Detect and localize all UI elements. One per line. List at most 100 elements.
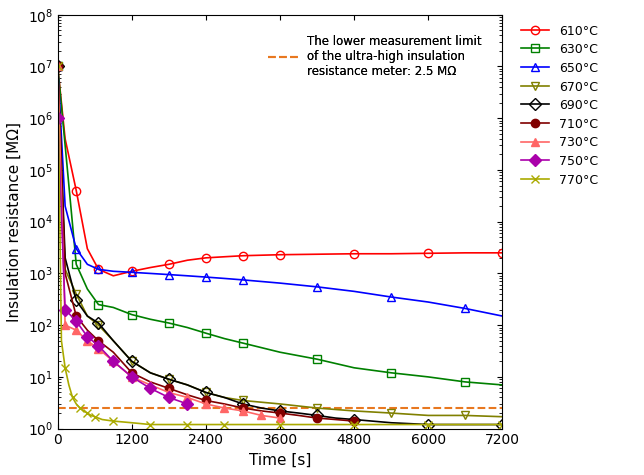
610°C <box>165 261 173 267</box>
710°C <box>295 413 303 418</box>
Line: 650°C: 650°C <box>53 62 506 320</box>
610°C <box>184 257 191 263</box>
730°C <box>165 390 173 395</box>
Line: 710°C: 710°C <box>53 62 358 425</box>
690°C <box>461 422 469 428</box>
770°C <box>313 422 321 428</box>
650°C <box>276 280 284 286</box>
650°C <box>128 269 136 275</box>
710°C <box>165 386 173 391</box>
750°C <box>146 386 154 391</box>
690°C <box>276 408 284 414</box>
670°C <box>95 323 102 328</box>
650°C <box>387 294 395 300</box>
650°C <box>84 261 91 267</box>
710°C <box>72 313 80 319</box>
730°C <box>128 374 136 380</box>
630°C <box>61 142 69 148</box>
Line: 670°C: 670°C <box>53 62 506 421</box>
610°C <box>424 250 432 256</box>
670°C <box>202 390 210 395</box>
670°C <box>184 382 191 388</box>
710°C <box>61 271 69 276</box>
770°C <box>202 422 210 428</box>
Legend: The lower measurement limit
of the ultra-high insulation
resistance meter: 2.5 M: The lower measurement limit of the ultra… <box>262 29 488 84</box>
750°C <box>165 395 173 400</box>
630°C <box>109 304 117 310</box>
670°C <box>424 413 432 418</box>
630°C <box>146 316 154 322</box>
670°C <box>128 359 136 364</box>
750°C <box>61 307 69 313</box>
690°C <box>332 415 339 421</box>
770°C <box>84 410 91 416</box>
770°C <box>276 422 284 428</box>
770°C <box>99 417 106 422</box>
650°C <box>54 64 62 69</box>
610°C <box>146 265 154 270</box>
690°C <box>84 313 91 319</box>
710°C <box>276 410 284 416</box>
690°C <box>350 417 358 422</box>
770°C <box>61 365 69 370</box>
610°C <box>276 252 284 257</box>
730°C <box>109 359 117 364</box>
690°C <box>387 420 395 426</box>
770°C <box>146 422 154 428</box>
770°C <box>424 422 432 428</box>
750°C <box>72 318 80 324</box>
650°C <box>350 288 358 294</box>
650°C <box>202 274 210 280</box>
690°C <box>184 382 191 388</box>
770°C <box>165 422 173 428</box>
710°C <box>95 338 102 343</box>
710°C <box>313 415 321 421</box>
730°C <box>84 338 91 343</box>
650°C <box>165 272 173 277</box>
690°C <box>258 405 265 411</box>
Line: 750°C: 750°C <box>53 114 191 408</box>
630°C <box>128 312 136 317</box>
670°C <box>61 266 69 272</box>
710°C <box>84 327 91 333</box>
670°C <box>72 291 80 297</box>
630°C <box>95 302 102 307</box>
670°C <box>461 413 469 418</box>
690°C <box>54 64 62 69</box>
670°C <box>165 376 173 382</box>
750°C <box>84 334 91 340</box>
610°C <box>202 255 210 261</box>
710°C <box>109 350 117 355</box>
730°C <box>258 413 265 418</box>
710°C <box>239 405 247 411</box>
630°C <box>276 350 284 355</box>
630°C <box>350 365 358 370</box>
690°C <box>146 370 154 376</box>
670°C <box>146 370 154 376</box>
770°C <box>461 422 469 428</box>
610°C <box>54 64 62 69</box>
670°C <box>276 401 284 407</box>
730°C <box>184 395 191 400</box>
690°C <box>239 401 247 407</box>
730°C <box>221 405 229 411</box>
610°C <box>221 254 229 260</box>
610°C <box>61 136 69 142</box>
Line: 630°C: 630°C <box>53 62 506 389</box>
X-axis label: Time [s]: Time [s] <box>249 453 311 468</box>
690°C <box>61 255 69 261</box>
710°C <box>350 418 358 424</box>
630°C <box>461 379 469 385</box>
630°C <box>84 286 91 292</box>
Line: 690°C: 690°C <box>53 62 506 429</box>
710°C <box>332 417 339 422</box>
630°C <box>165 320 173 326</box>
710°C <box>184 392 191 398</box>
650°C <box>221 276 229 281</box>
690°C <box>72 298 80 304</box>
750°C <box>109 359 117 364</box>
650°C <box>313 284 321 290</box>
710°C <box>221 401 229 407</box>
650°C <box>95 266 102 272</box>
710°C <box>54 64 62 69</box>
